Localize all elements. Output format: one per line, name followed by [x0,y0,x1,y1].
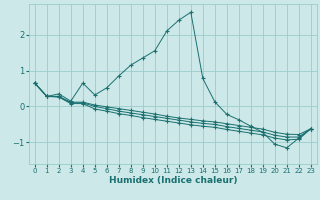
X-axis label: Humidex (Indice chaleur): Humidex (Indice chaleur) [108,176,237,185]
